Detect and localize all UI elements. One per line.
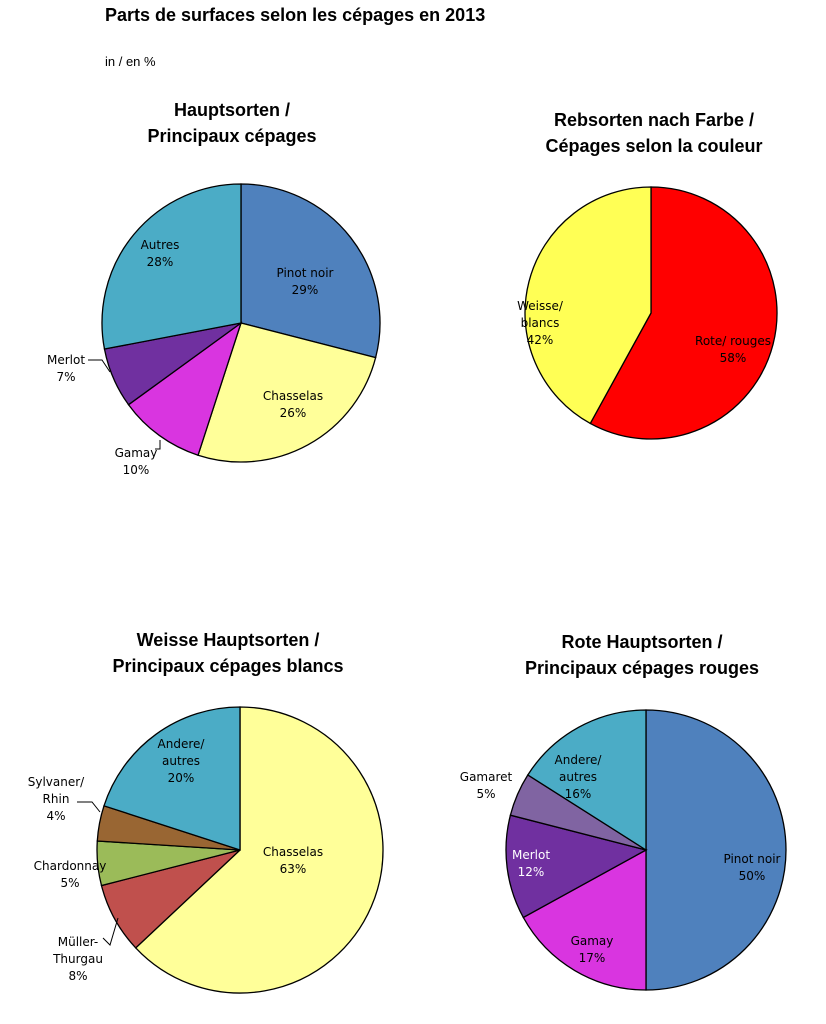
- slice-name: autres: [559, 770, 597, 784]
- slice-label: Autres 28%: [141, 238, 180, 269]
- slice-percent: 29%: [292, 283, 319, 297]
- slice-label: Gamaret 5%: [460, 770, 513, 801]
- pie-slice: [134, 706, 384, 994]
- pie-title-line: Hauptsorten /: [173, 100, 290, 120]
- slice-name: Chardonnay: [34, 859, 107, 873]
- pie-title-main-varieties: Hauptsorten / Principaux cépages: [42, 97, 422, 149]
- slice-name: Sylvaner/: [28, 775, 85, 789]
- pie-slice: [240, 183, 381, 359]
- slice-percent: 28%: [147, 255, 174, 269]
- slice-name: blancs: [521, 316, 560, 330]
- slice-name: Pinot noir: [724, 852, 781, 866]
- slice-percent: 7%: [56, 370, 75, 384]
- pie-slice: [522, 848, 647, 991]
- leader-line: [88, 359, 111, 373]
- slice-percent: 17%: [579, 951, 606, 965]
- chart-main-title: Parts de surfaces selon les cépages en 2…: [105, 5, 486, 25]
- slice-label: Pinot noir 29%: [277, 266, 334, 297]
- slice-name: Andere/: [555, 753, 603, 767]
- pie-by-color: Rote/ rouges 58% Weisse/blancs 42%: [517, 186, 778, 440]
- pie-title-line: Principaux cépages rouges: [524, 658, 760, 678]
- slice-percent: 8%: [68, 969, 87, 983]
- slice-label: Rote/ rouges 58%: [695, 334, 771, 365]
- pie-slice: [197, 322, 377, 463]
- pie-slice: [645, 709, 787, 991]
- leader-line: [155, 440, 161, 450]
- slice-name: Autres: [141, 238, 180, 252]
- slice-name: Weisse/: [517, 299, 564, 313]
- slice-label: Müller- Thurgau 8%: [52, 935, 103, 983]
- slice-name: Merlot: [47, 353, 85, 367]
- slice-name: Chasselas: [263, 845, 323, 859]
- unit-label: in / en %: [105, 54, 156, 69]
- slice-label: Merlot 12%: [512, 848, 550, 879]
- slice-name: Gamay: [115, 446, 158, 460]
- slice-percent: 12%: [518, 865, 545, 879]
- pie-red-varieties: Pinot noir 50% Gamay 17% Merlot 12% Gamaret 5% A…: [460, 709, 787, 991]
- slice-percent: 5%: [60, 876, 79, 890]
- slice-name: Rhin: [43, 792, 70, 806]
- slice-label: Sylvaner/Rhin 4%: [28, 775, 85, 823]
- pie-slice: [589, 186, 778, 440]
- slice-name: autres: [162, 754, 200, 768]
- pie-title-by-color: Rebsorten nach Farbe / Cépages selon la …: [464, 107, 826, 159]
- slice-label: Pinot noir 50%: [724, 852, 781, 883]
- pie-title-line: Cépages selon la couleur: [545, 136, 763, 156]
- slice-label: Weisse/blancs 42%: [517, 299, 564, 347]
- leader-line: [102, 917, 119, 946]
- pie-slice: [524, 186, 652, 425]
- slice-name: Müller-: [58, 935, 99, 949]
- slice-name: Gamay: [571, 934, 614, 948]
- pie-main-varieties: Pinot noir 29% Chasselas 26% Gamay 10% Merlot 7…: [47, 183, 381, 477]
- leader-line: [77, 801, 101, 813]
- pie-title-red-varieties: Rote Hauptsorten / Principaux cépages ro…: [452, 629, 826, 681]
- slice-name: Rote/ rouges: [695, 334, 771, 348]
- pie-slice: [505, 814, 648, 919]
- slice-percent: 4%: [46, 809, 65, 823]
- slice-name: Gamaret: [460, 770, 513, 784]
- slice-name: Thurgau: [52, 952, 103, 966]
- pie-slice: [526, 709, 647, 852]
- slice-percent: 50%: [739, 869, 766, 883]
- slice-label: Andere/autres 20%: [158, 737, 206, 785]
- slice-percent: 5%: [476, 787, 495, 801]
- pie-title-line: Principaux cépages: [147, 126, 317, 146]
- slice-percent: 63%: [280, 862, 307, 876]
- slice-label: Andere/autres 16%: [555, 753, 603, 801]
- slice-percent: 16%: [565, 787, 592, 801]
- pie-slice: [101, 183, 242, 350]
- pie-slice: [127, 321, 243, 457]
- slice-name: Andere/: [158, 737, 206, 751]
- slice-label: Gamay 10%: [115, 446, 158, 477]
- slice-percent: 20%: [168, 771, 195, 785]
- pie-title-line: Weisse Hauptsorten /: [136, 630, 320, 650]
- slice-label: Chardonnay 5%: [34, 859, 107, 890]
- slice-name: Merlot: [512, 848, 550, 862]
- slice-percent: 10%: [123, 463, 150, 477]
- slice-label: Chasselas 63%: [263, 845, 323, 876]
- slice-percent: 42%: [527, 333, 554, 347]
- slice-label: Merlot 7%: [47, 353, 85, 384]
- pie-title-white-varieties: Weisse Hauptsorten / Principaux cépages …: [38, 627, 418, 679]
- pie-title-line: Principaux cépages blancs: [112, 656, 344, 676]
- slice-label: Chasselas 26%: [263, 389, 323, 420]
- pie-title-line: Rebsorten nach Farbe /: [553, 110, 755, 130]
- slice-percent: 58%: [720, 351, 747, 365]
- pie-title-line: Rote Hauptsorten /: [561, 632, 723, 652]
- pie-slice: [103, 706, 241, 851]
- pie-white-varieties: Chasselas 63% Müller- Thurgau 8% Chardonnay 5%…: [28, 706, 384, 994]
- slice-name: Chasselas: [263, 389, 323, 403]
- slice-label: Gamay 17%: [571, 934, 614, 965]
- slice-name: Pinot noir: [277, 266, 334, 280]
- slice-percent: 26%: [280, 406, 307, 420]
